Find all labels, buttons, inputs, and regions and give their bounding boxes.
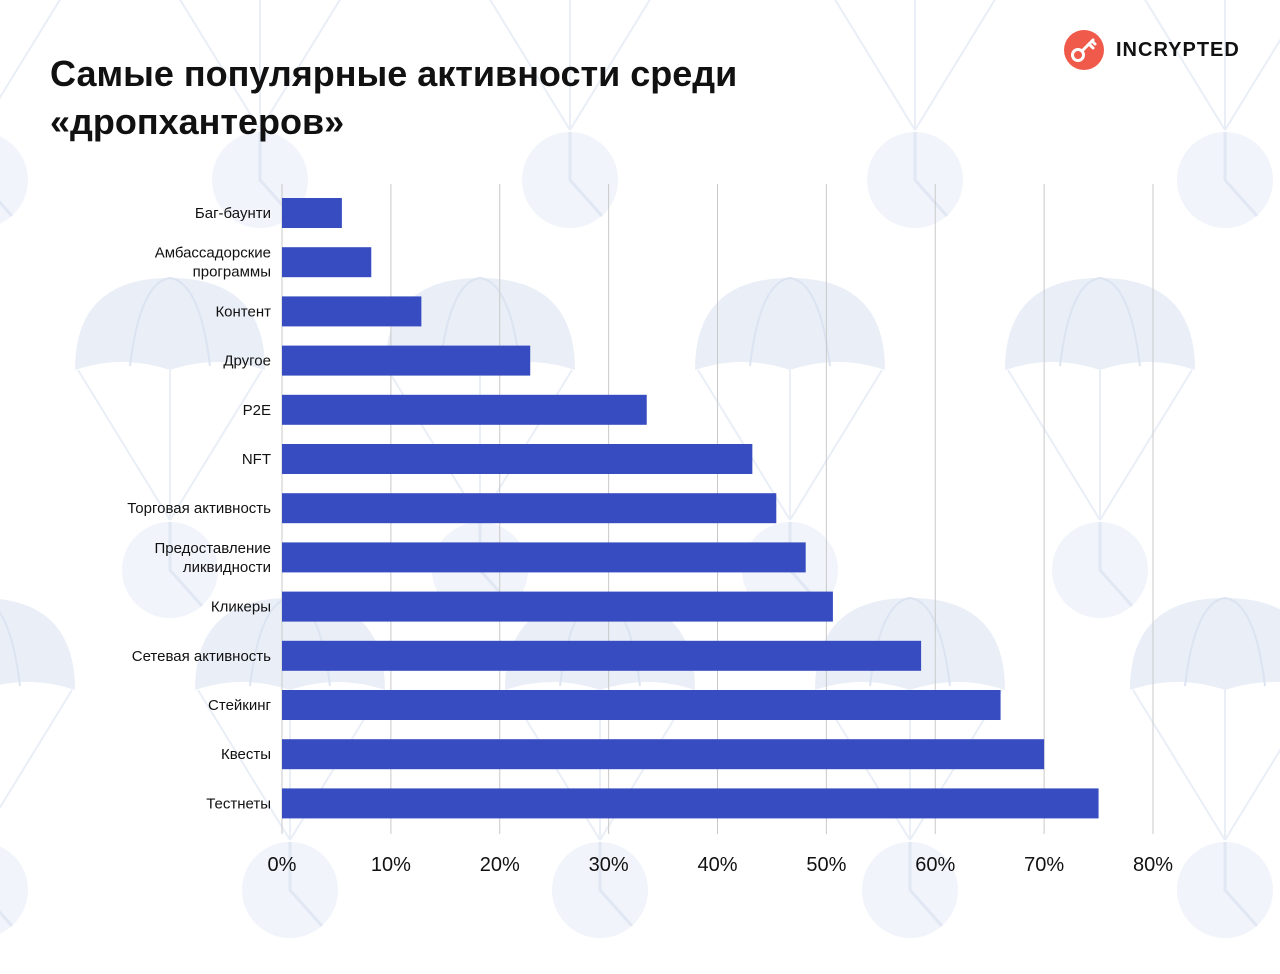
category-label: Кликеры <box>211 599 271 616</box>
key-icon <box>1064 30 1104 70</box>
bar <box>282 444 753 474</box>
brand-name: INCRYPTED <box>1116 38 1240 61</box>
x-tick-label: 60% <box>915 854 955 876</box>
bar <box>282 542 806 573</box>
bar <box>282 788 1099 819</box>
category-label: Тестнеты <box>206 795 271 812</box>
bar <box>282 394 647 425</box>
category-label: Амбассадорские программы <box>155 245 271 281</box>
category-label: Контент <box>215 303 271 320</box>
x-tick-label: 40% <box>697 854 737 876</box>
bar <box>282 690 1001 720</box>
incrypted-logo[interactable]: INCRYPTED <box>1064 30 1240 70</box>
category-label: P2E <box>243 402 271 419</box>
category-label: Баг-баунти <box>195 205 271 222</box>
x-tick-label: 80% <box>1133 854 1173 876</box>
category-label: Сетевая активность <box>132 648 271 665</box>
bar <box>282 247 372 278</box>
bar <box>282 640 922 671</box>
x-tick-label: 0% <box>268 854 297 876</box>
x-tick-label: 50% <box>806 854 846 876</box>
x-tick-label: 70% <box>1024 854 1064 876</box>
category-label: Стейкинг <box>208 697 271 714</box>
category-label: Предоставление ликвидности <box>155 540 272 576</box>
chart-title: Самые популярные активности среди «дропх… <box>50 53 738 142</box>
category-label: Квесты <box>221 746 271 763</box>
bar <box>282 198 342 228</box>
bar <box>282 591 833 622</box>
x-tick-label: 10% <box>371 854 411 876</box>
x-tick-label: 20% <box>480 854 520 876</box>
bar <box>282 296 422 327</box>
bar <box>282 345 531 376</box>
bar <box>282 493 777 524</box>
bar <box>282 739 1045 770</box>
category-label: NFT <box>242 451 271 468</box>
category-label: Торговая активность <box>127 500 271 517</box>
category-label: Другое <box>223 353 271 370</box>
x-tick-label: 30% <box>589 854 629 876</box>
